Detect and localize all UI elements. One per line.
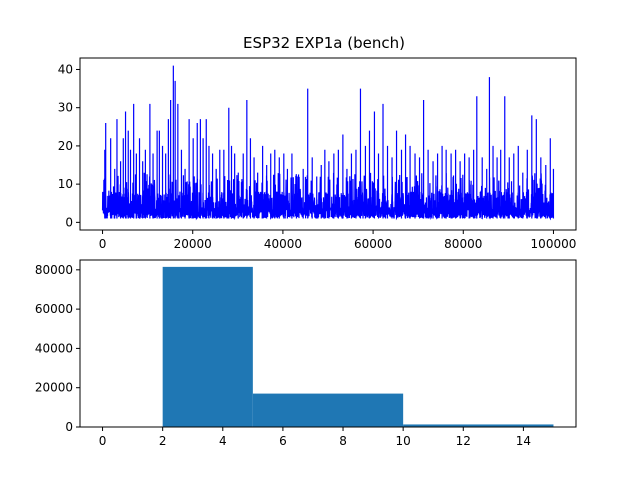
line-chart-title: ESP32 EXP1a (bench)	[243, 34, 405, 52]
histogram-panel: 0 2 4 6 8 10 12 14 0 20000 40000 60000 80000	[35, 259, 577, 448]
line-x-tick-label: 20000	[174, 237, 212, 251]
histogram-y-tick-label: 40000	[35, 341, 73, 355]
histogram-y-axis: 0 20000 40000 60000 80000	[35, 263, 80, 434]
histogram-bar-2	[162, 266, 253, 427]
series-line	[101, 65, 555, 221]
histogram-bar-3	[252, 393, 404, 427]
line-x-tick-label: 80000	[444, 237, 482, 251]
line-chart-panel: ESP32 EXP1a (bench) 0 20000 40000 60000 8000…	[58, 34, 577, 251]
histogram-y-tick-label: 20000	[35, 381, 73, 395]
histogram-bar-4	[403, 424, 554, 427]
line-y-tick-label: 0	[65, 215, 73, 229]
line-x-tick-label: 60000	[354, 237, 392, 251]
line-chart-frame	[79, 57, 577, 231]
line-y-tick-label: 30	[58, 101, 73, 115]
histogram-frame	[79, 259, 577, 428]
histogram-y-tick-label: 80000	[35, 263, 73, 277]
histogram-x-tick-label: 2	[159, 434, 167, 448]
line-x-tick-label: 40000	[264, 237, 302, 251]
histogram-x-tick-label: 0	[99, 434, 107, 448]
line-x-axis: 0 20000 40000 60000 80000 100000	[99, 230, 577, 251]
histogram-x-tick-label: 10	[396, 434, 411, 448]
histogram-y-tick-label: 0	[65, 420, 73, 434]
histogram-x-tick-label: 6	[279, 434, 287, 448]
histogram-y-tick-label: 60000	[35, 302, 73, 316]
histogram-x-tick-label: 4	[219, 434, 227, 448]
histogram-x-tick-label: 12	[456, 434, 471, 448]
line-x-tick-label: 0	[99, 237, 107, 251]
line-x-tick-label: 100000	[531, 237, 577, 251]
histogram-x-tick-label: 8	[339, 434, 347, 448]
histogram-plot-area	[132, 266, 554, 428]
line-y-axis: 0 10 20 30 40	[58, 62, 80, 229]
line-y-tick-label: 10	[58, 177, 73, 191]
histogram-x-tick-label: 14	[516, 434, 531, 448]
line-plot-area	[101, 65, 555, 221]
line-y-tick-label: 40	[58, 62, 73, 76]
line-y-tick-label: 20	[58, 139, 73, 153]
histogram-x-axis: 0 2 4 6 8 10 12 14	[99, 427, 531, 448]
